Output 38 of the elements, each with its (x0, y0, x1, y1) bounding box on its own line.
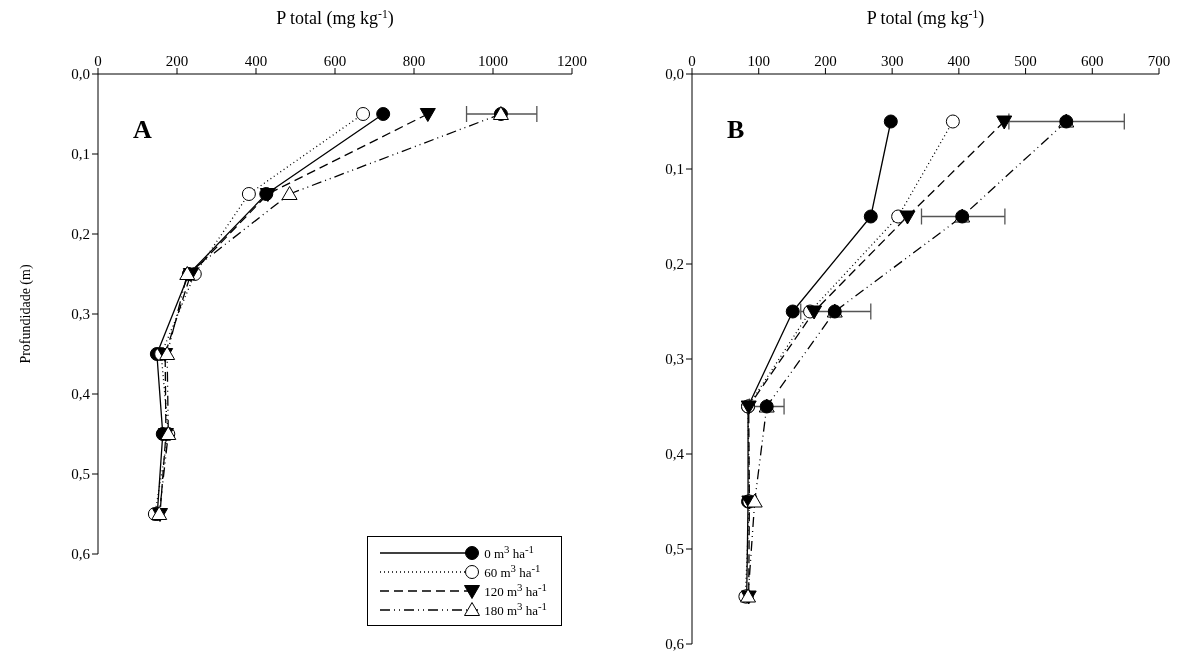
annotation: A (133, 115, 152, 144)
y-tick-label: 0,3 (665, 351, 684, 368)
x-tick-label: 0 (94, 53, 102, 69)
annotation: B (727, 115, 745, 144)
y-tick-label: 0,1 (71, 146, 90, 163)
x-tick-label: 500 (1014, 53, 1037, 69)
x-tick-label: 200 (165, 53, 189, 69)
legend-label: 180 m$^{3}$ ha$^{-1}$ (484, 599, 547, 620)
y-tick-label: 0,6 (71, 546, 91, 563)
y-tick-label: 0,0 (71, 66, 90, 83)
y-axis-title: Profundidade (m) (18, 264, 34, 364)
x-tick-label: 200 (814, 53, 837, 69)
x-tick-label: 0 (688, 53, 696, 69)
x-tick-label: 1000 (478, 53, 508, 69)
y-tick-label: 0,2 (665, 256, 684, 273)
x-tick-label: 400 (244, 53, 268, 69)
y-tick-label: 0,5 (665, 541, 684, 558)
y-tick-label: 0,5 (71, 466, 90, 483)
legend-label: 0 m$^{3}$ ha$^{-1}$ (484, 542, 534, 563)
x-tick-label: 300 (880, 53, 904, 69)
x-tick-label: 1200 (557, 53, 587, 69)
x-tick-label: 400 (947, 53, 971, 69)
x-tick-label: 700 (1147, 53, 1171, 69)
x-axis-title: P total (mg kg$^{-1}$) (866, 7, 985, 29)
legend-label: 120 m$^{3}$ ha$^{-1}$ (484, 580, 547, 601)
y-tick-label: 0,3 (71, 306, 90, 323)
y-tick-label: 0,4 (665, 446, 685, 463)
x-tick-label: 800 (402, 53, 426, 69)
x-tick-label: 600 (323, 53, 347, 69)
y-tick-label: 0,4 (71, 386, 91, 403)
legend-label: 60 m$^{3}$ ha$^{-1}$ (484, 561, 541, 582)
x-axis-title: P total (mg kg$^{-1}$) (276, 7, 394, 29)
x-tick-label: 100 (747, 53, 770, 69)
y-tick-label: 0,2 (71, 226, 90, 243)
x-tick-label: 600 (1081, 53, 1104, 69)
y-tick-label: 0,6 (665, 636, 685, 653)
y-tick-label: 0,1 (665, 161, 684, 178)
y-tick-label: 0,0 (665, 66, 684, 83)
